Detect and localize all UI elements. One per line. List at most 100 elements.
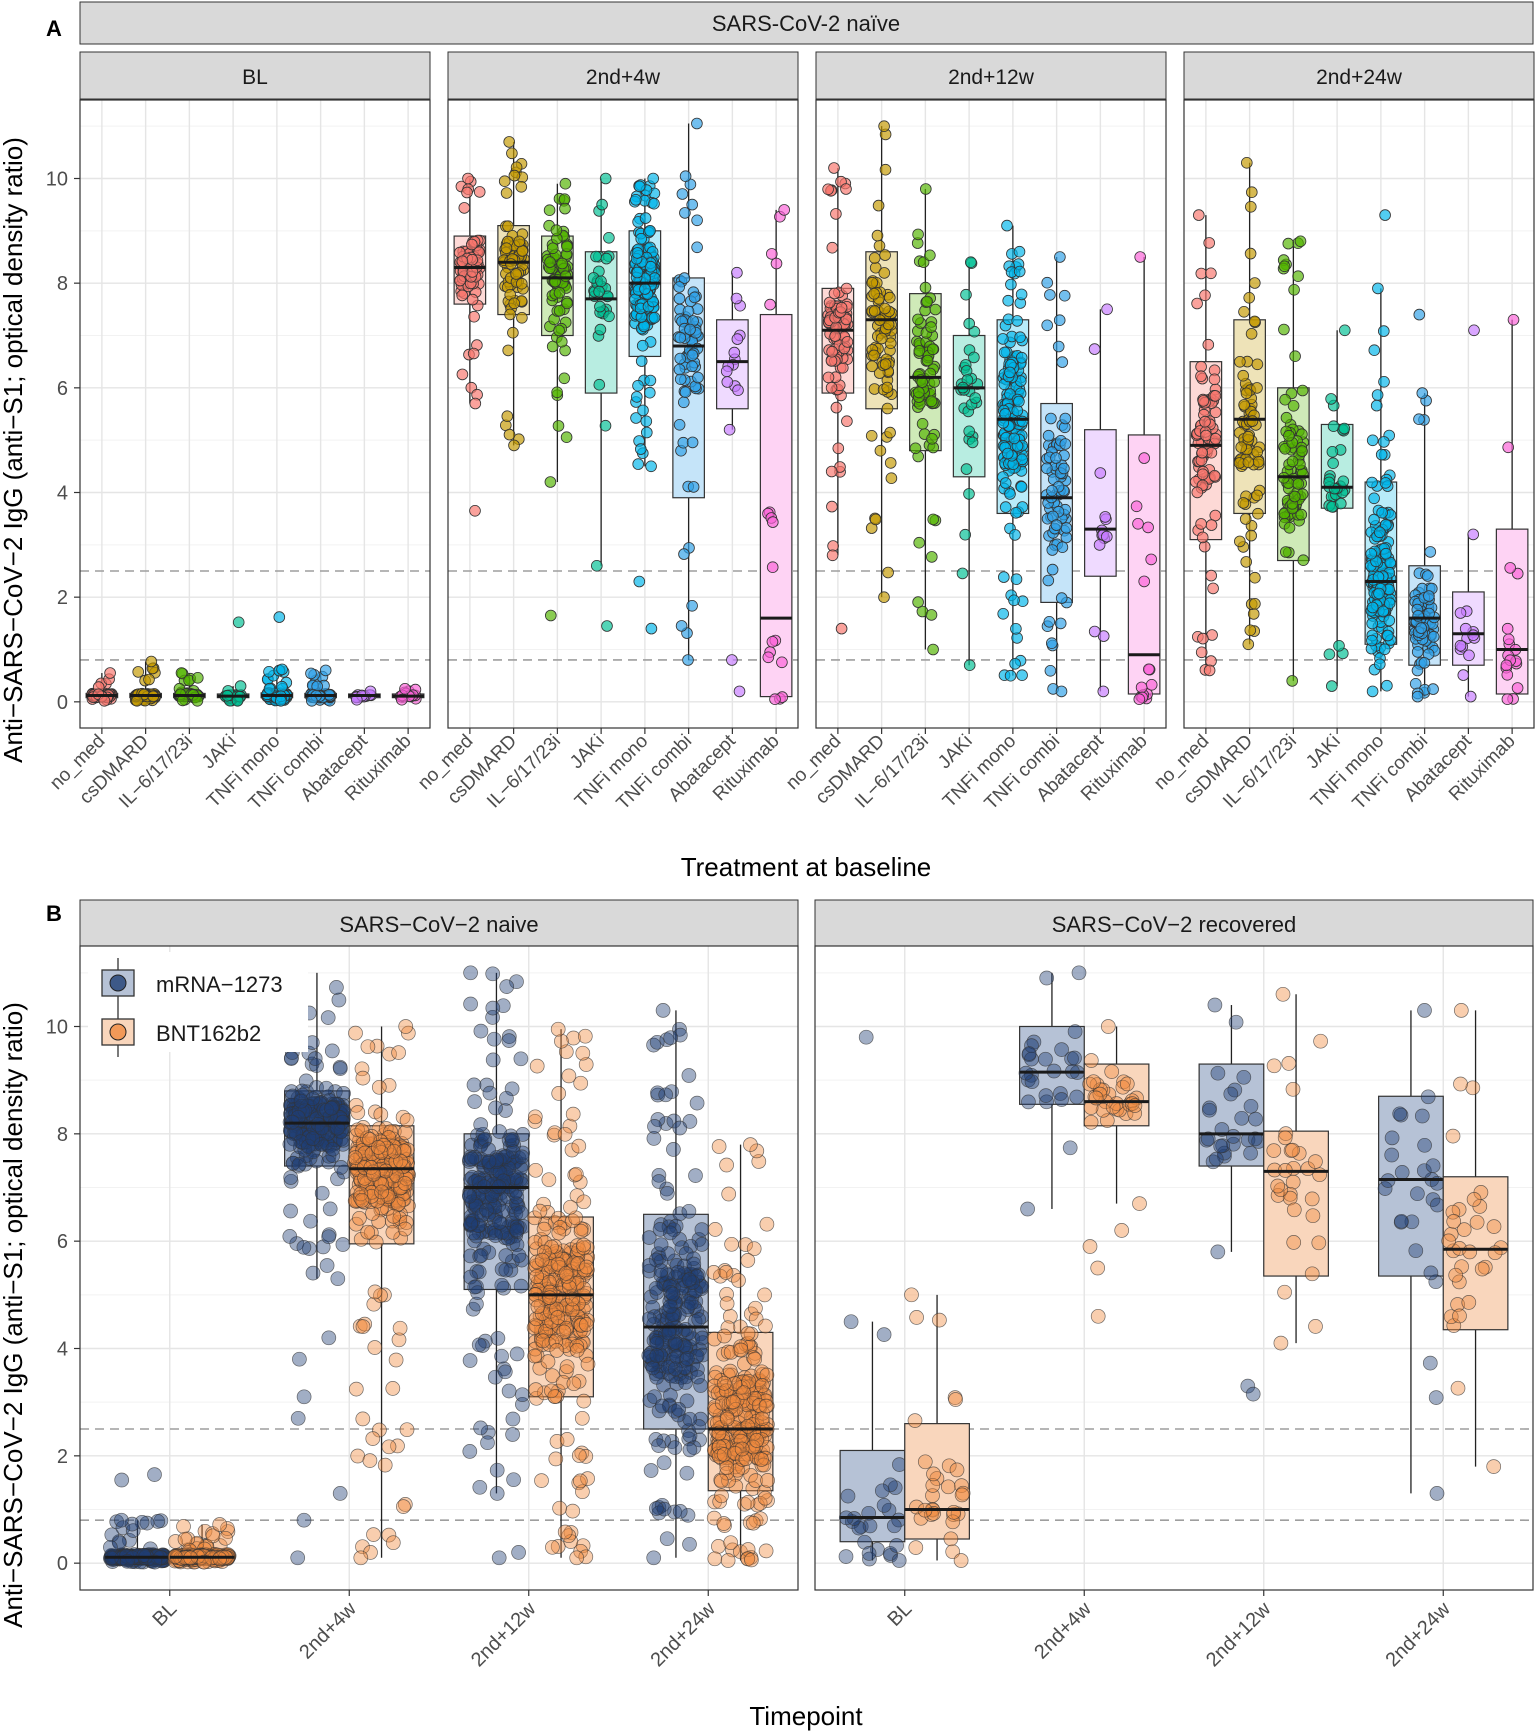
data-point [360,1039,376,1055]
data-point [561,297,573,310]
data-point [726,654,738,666]
data-point [1297,554,1310,566]
data-point [884,426,896,439]
data-point [550,224,563,237]
data-point [513,1205,529,1220]
data-point [479,1202,494,1218]
data-point [1042,429,1055,442]
data-point [632,379,644,392]
data-point [960,463,973,475]
data-point [671,1402,687,1417]
data-point [1380,518,1392,531]
data-point [593,285,605,298]
data-point [1282,237,1295,250]
data-point [114,1472,130,1488]
data-point [647,172,659,185]
box-JAKi [584,172,618,632]
data-point [579,1259,594,1275]
data-point [516,311,528,324]
data-point [1370,399,1383,412]
panel-a-title: SARS-CoV-2 naïve [712,11,900,36]
data-point [234,680,247,692]
data-point [373,1107,389,1122]
data-point [766,516,779,528]
data-point [577,1028,593,1044]
data-point [296,1512,312,1528]
data-point [485,966,501,982]
data-point [1366,617,1378,630]
data-point [1379,477,1392,489]
data-point [1014,331,1026,344]
data-point [925,551,938,563]
data-point [1016,415,1029,428]
data-point [1055,592,1068,604]
data-point [678,548,690,560]
data-point [1283,429,1295,442]
data-point [558,372,571,385]
data-point [551,1225,567,1241]
data-point [654,1398,670,1414]
data-point [921,295,933,308]
data-point [1502,633,1515,646]
data-point [1193,209,1205,221]
data-point [458,202,471,214]
data-point [502,220,514,233]
data-point [647,1119,662,1134]
data-point [921,354,934,367]
data-point [634,443,647,455]
data-point [1381,679,1393,692]
data-point [283,1203,298,1219]
data-point [514,1149,530,1165]
data-point [691,1312,707,1327]
data-point [968,351,980,364]
data-point [691,214,703,227]
data-point [711,1139,727,1154]
data-point [825,465,838,478]
data-point [1252,455,1265,468]
data-point [370,1140,386,1155]
data-point [1296,384,1309,397]
data-point [1209,509,1222,522]
data-point [641,1311,657,1327]
data-point [1371,389,1384,401]
data-point [399,1112,415,1128]
data-point [145,655,158,668]
data-point [489,1462,505,1478]
box-csDMARD [865,120,898,603]
data-point [353,1550,369,1566]
data-point [1004,669,1017,682]
data-point [740,1326,756,1341]
panel-b-ylabel: Anti−SARS−CoV−2 IgG (anti−S1; optical de… [0,1002,28,1628]
data-point [515,1387,530,1403]
data-point [559,1432,575,1447]
data-point [828,162,840,174]
data-point [1043,615,1056,628]
data-point [549,1343,565,1358]
data-point [1378,436,1390,448]
data-point [723,1535,739,1551]
data-point [826,549,839,562]
box-no_med [821,162,855,635]
plot-background [816,100,1166,728]
data-point [872,199,885,212]
data-point [559,202,571,215]
data-point [1138,452,1150,464]
data-point [871,229,884,242]
data-point [963,317,975,330]
data-point [576,1194,592,1210]
data-point [1383,597,1396,609]
box-Rituximab [391,682,425,706]
data-point [574,1410,590,1426]
y-tick-label: 6 [57,378,68,400]
data-point [506,147,518,160]
data-point [682,1442,698,1458]
data-point [175,667,188,679]
data-point [319,664,332,677]
data-point [1046,563,1059,576]
data-point [104,667,116,679]
data-point [1101,530,1113,543]
data-point [505,258,517,270]
data-point [632,458,644,470]
data-point [532,1203,548,1219]
data-point [366,1527,381,1542]
